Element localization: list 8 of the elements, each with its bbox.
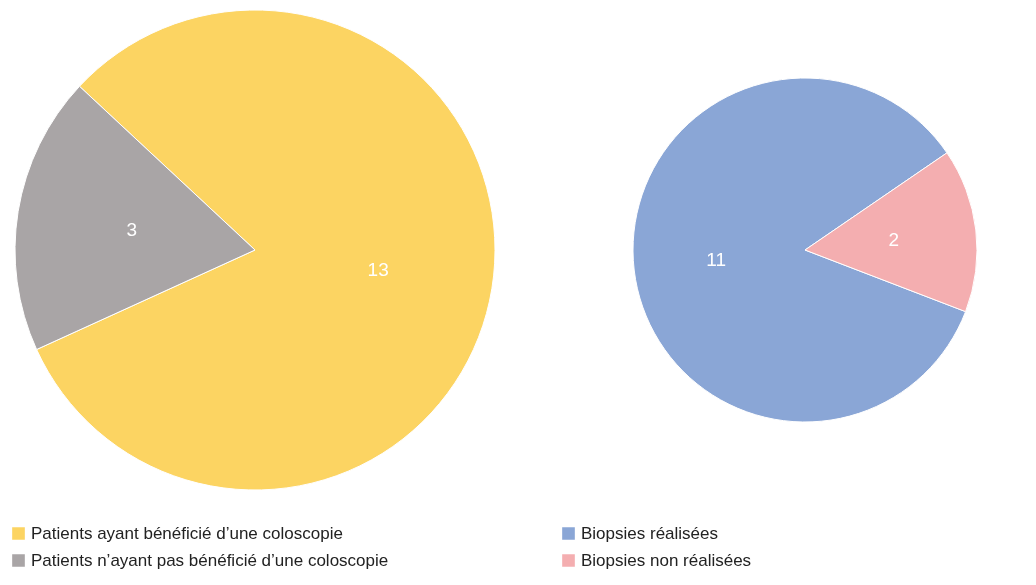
data-label: 2: [888, 228, 900, 250]
data-label: 13: [367, 259, 389, 281]
legend-label: Patients n’ayant pas bénéficié d’une coloscopie: [31, 550, 389, 570]
data-label: 3: [126, 218, 138, 240]
legend-label: Biopsies réalisées: [581, 523, 719, 543]
data-label: 11: [706, 249, 727, 271]
legend-label: Biopsies non réalisées: [581, 550, 752, 570]
legend-label: Patients ayant bénéficié d’une coloscopie: [31, 523, 343, 543]
